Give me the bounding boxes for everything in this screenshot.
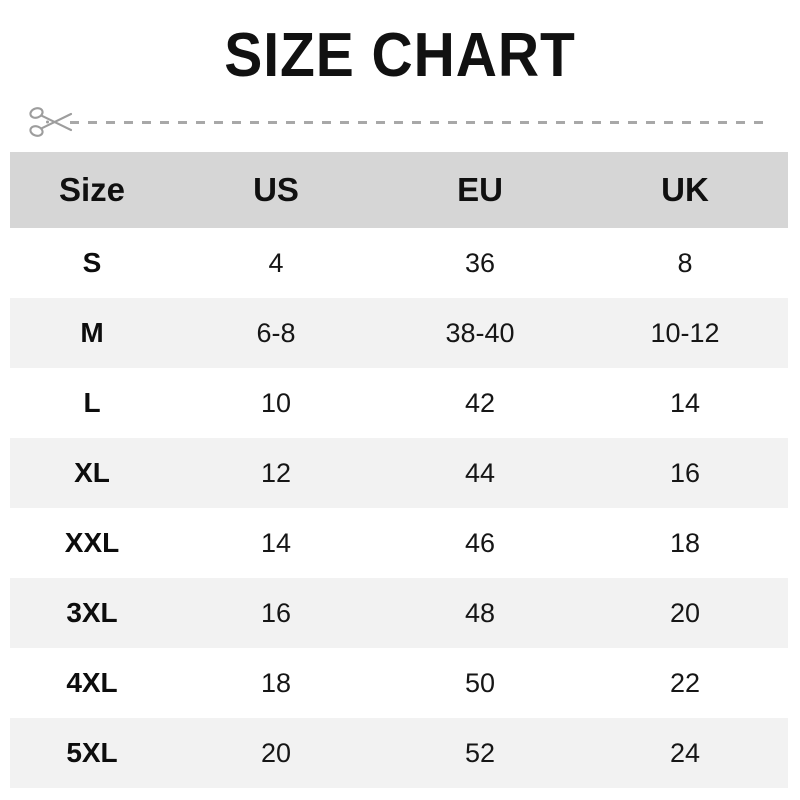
cell-eu: 44 [464,457,496,488]
size-table: Size US EU UK S 4 36 8 M 6-8 38-40 10-12 [10,152,788,788]
table-row: L 10 42 14 [10,368,788,438]
cell-eu: 36 [464,247,496,278]
cell-size: XXL [64,527,120,558]
page-title-text: SIZE CHART [224,21,576,90]
table-row: 3XL 16 48 20 [10,578,788,648]
cell-eu: 50 [464,667,496,698]
table-row: S 4 36 8 [10,228,788,298]
cut-line [20,104,780,140]
cell-size: 3XL [66,597,118,628]
cell-uk: 10-12 [650,317,720,348]
cell-eu: 42 [464,387,496,418]
cell-size: 4XL [66,667,118,698]
cell-eu: 52 [464,737,496,768]
cell-us: 18 [260,667,292,698]
dashed-cut-line [70,121,772,124]
cell-uk: 16 [669,457,701,488]
table-row: XXL 14 46 18 [10,508,788,578]
cell-us: 4 [268,247,284,278]
column-header-uk: UK [661,171,709,208]
table-row: 4XL 18 50 22 [10,648,788,718]
table-row: M 6-8 38-40 10-12 [10,298,788,368]
size-table-header: Size US EU UK [10,152,788,228]
cell-size: M [80,317,104,348]
cell-uk: 20 [669,597,701,628]
cell-us: 6-8 [256,317,296,348]
cell-uk: 14 [669,387,701,418]
cell-eu: 48 [464,597,496,628]
cell-size: 5XL [66,737,118,768]
cell-us: 14 [260,527,292,558]
cell-eu: 46 [464,527,496,558]
cell-us: 10 [260,387,292,418]
table-row: XL 12 44 16 [10,438,788,508]
column-header-eu: EU [457,171,503,208]
cell-size: S [82,247,102,278]
column-header-size: Size [58,171,126,208]
table-row: 5XL 20 52 24 [10,718,788,788]
cell-uk: 8 [677,247,693,278]
cell-uk: 22 [669,667,701,698]
cell-uk: 18 [669,527,701,558]
scissors-icon [29,107,73,137]
table-header-row: Size US EU UK [10,152,788,228]
size-table-body: S 4 36 8 M 6-8 38-40 10-12 L 10 42 14 [10,228,788,788]
page-title: SIZE CHART [0,22,800,90]
column-header-us: US [253,171,299,208]
cell-size: XL [74,457,110,488]
cell-size: L [83,387,101,418]
cell-eu: 38-40 [445,317,515,348]
size-table-container: Size US EU UK S 4 36 8 M 6-8 38-40 10-12 [10,152,788,788]
cell-us: 12 [260,457,292,488]
cell-us: 20 [260,737,292,768]
cell-uk: 24 [669,737,701,768]
cell-us: 16 [260,597,292,628]
